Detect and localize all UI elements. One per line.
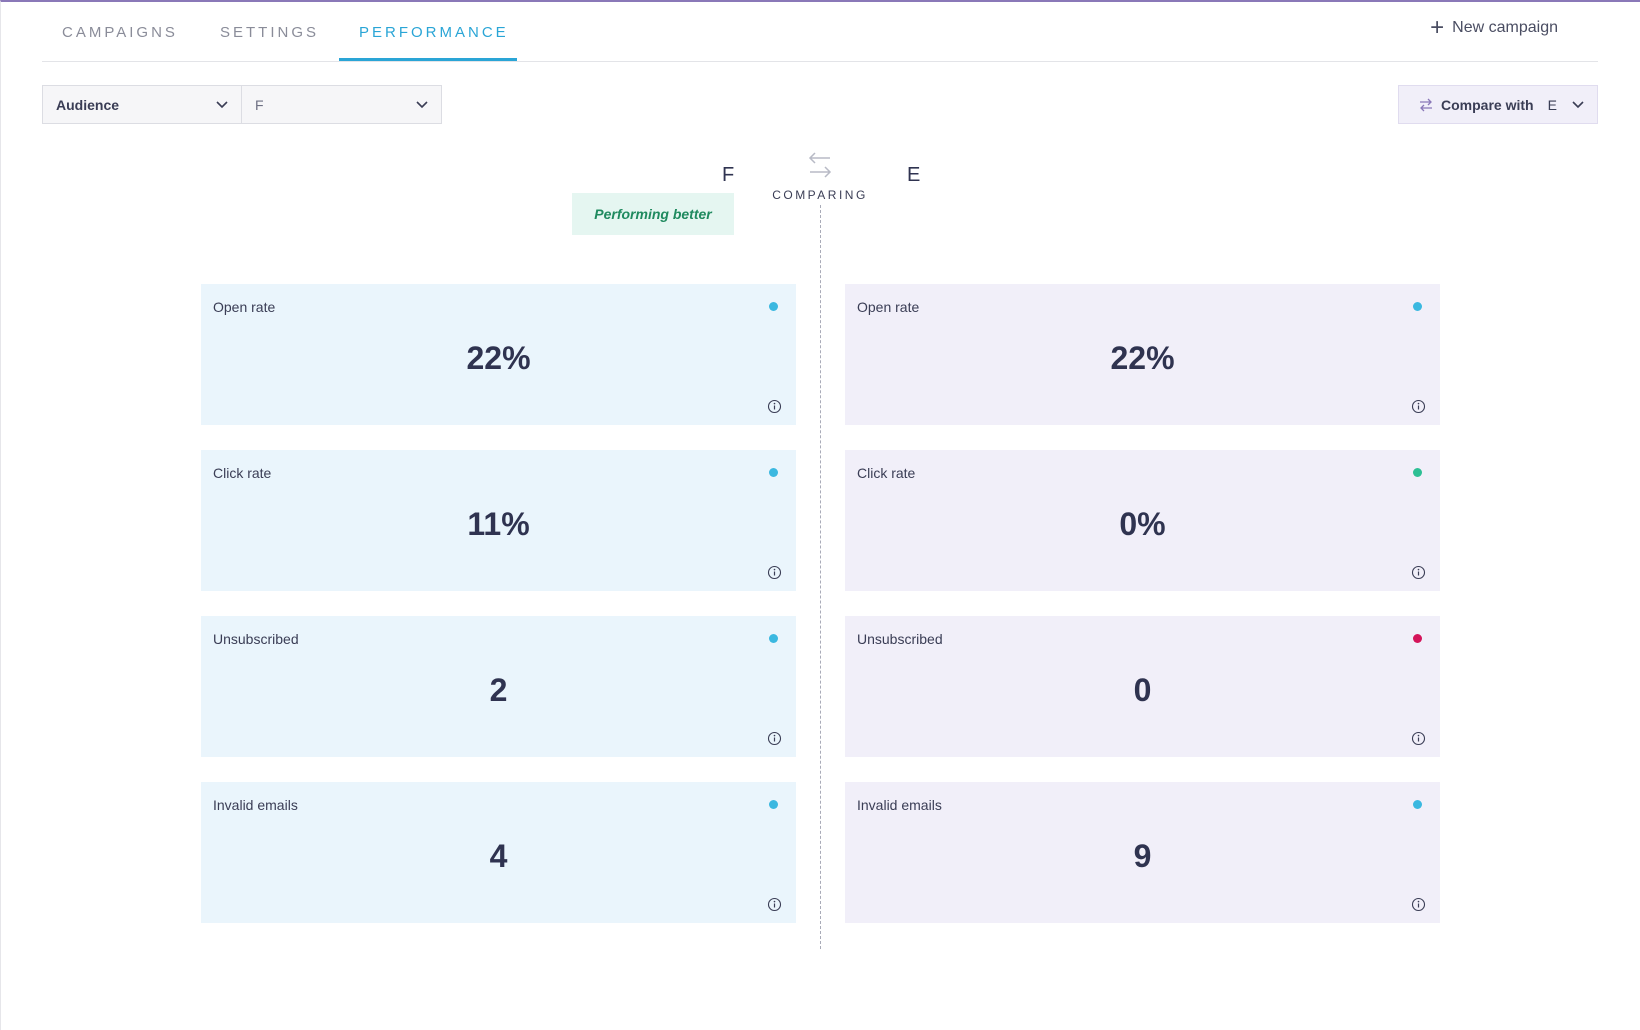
- compare-with-value: E: [1547, 96, 1557, 113]
- metric-label: Open rate: [213, 299, 276, 315]
- status-dot: [1413, 634, 1422, 643]
- left-campaign-name: F: [722, 164, 735, 186]
- metric-card-right-click-rate: Click rate 0%: [845, 450, 1440, 591]
- metric-label: Unsubscribed: [213, 631, 299, 647]
- info-icon[interactable]: [1411, 897, 1426, 912]
- metric-label: Invalid emails: [213, 797, 298, 813]
- status-dot: [1413, 302, 1422, 311]
- info-icon[interactable]: [1411, 731, 1426, 746]
- metric-label: Unsubscribed: [857, 631, 943, 647]
- metric-value: 22%: [1110, 340, 1175, 376]
- audience-select[interactable]: Audience: [42, 85, 242, 124]
- status-dot: [769, 468, 778, 477]
- metric-label: Open rate: [857, 299, 920, 315]
- metric-value: 9: [1133, 838, 1152, 874]
- metric-label: Click rate: [213, 465, 272, 481]
- info-icon[interactable]: [767, 399, 782, 414]
- active-tab-indicator: [339, 58, 517, 61]
- new-campaign-button[interactable]: + New campaign: [1430, 14, 1558, 41]
- metric-value: 2: [489, 672, 508, 708]
- metric-card-right-open-rate: Open rate 22%: [845, 284, 1440, 425]
- metric-value: 0: [1133, 672, 1152, 708]
- status-dot: [769, 302, 778, 311]
- info-icon[interactable]: [767, 897, 782, 912]
- metric-card-right-unsubscribed: Unsubscribed 0: [845, 616, 1440, 757]
- metric-value: 11%: [467, 506, 530, 542]
- info-icon[interactable]: [1411, 399, 1426, 414]
- center-divider: [820, 205, 821, 949]
- comparing-label: COMPARING: [772, 188, 868, 202]
- tab-bar: CAMPAIGNS SETTINGS PERFORMANCE + New cam…: [42, 0, 1598, 62]
- metric-card-right-invalid-emails: Invalid emails 9: [845, 782, 1440, 923]
- tab-performance[interactable]: PERFORMANCE: [359, 24, 509, 41]
- metric-label: Invalid emails: [857, 797, 942, 813]
- info-icon[interactable]: [767, 565, 782, 580]
- status-dot: [1413, 468, 1422, 477]
- compare-with-label: Compare with: [1441, 96, 1534, 113]
- new-campaign-label: New campaign: [1452, 19, 1558, 36]
- metric-card-left-unsubscribed: Unsubscribed 2: [201, 616, 796, 757]
- tab-campaigns[interactable]: CAMPAIGNS: [62, 24, 178, 41]
- performing-better-badge: Performing better: [572, 193, 734, 235]
- right-campaign-name: E: [907, 164, 921, 186]
- chevron-down-icon: [416, 101, 428, 109]
- compare-with-select[interactable]: Compare with E: [1398, 85, 1598, 124]
- audience-value-select[interactable]: F: [241, 85, 442, 124]
- compare-arrows-icon: [808, 152, 832, 178]
- metric-card-left-click-rate: Click rate 11%: [201, 450, 796, 591]
- metric-value: 0%: [1119, 506, 1166, 542]
- metric-card-left-open-rate: Open rate 22%: [201, 284, 796, 425]
- swap-icon: [1420, 98, 1432, 111]
- chevron-down-icon: [1572, 101, 1584, 109]
- metric-value: 4: [489, 838, 508, 874]
- info-icon[interactable]: [1411, 565, 1426, 580]
- status-dot: [1413, 800, 1422, 809]
- metric-card-left-invalid-emails: Invalid emails 4: [201, 782, 796, 923]
- chevron-down-icon: [216, 101, 228, 109]
- metric-label: Click rate: [857, 465, 916, 481]
- status-dot: [769, 800, 778, 809]
- info-icon[interactable]: [767, 731, 782, 746]
- tab-settings[interactable]: SETTINGS: [220, 24, 320, 41]
- audience-select-label: Audience: [56, 96, 120, 113]
- plus-icon: +: [1430, 14, 1445, 41]
- audience-value-label: F: [255, 96, 264, 113]
- status-dot: [769, 634, 778, 643]
- metric-value: 22%: [466, 340, 531, 376]
